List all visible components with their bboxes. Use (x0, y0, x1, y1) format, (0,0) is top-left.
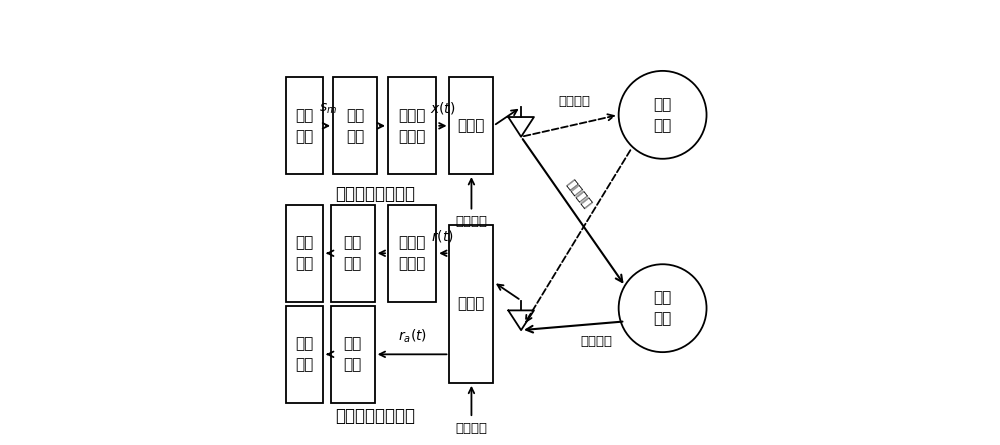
Text: 目标
信息: 目标 信息 (295, 336, 314, 372)
Bar (388, 205, 436, 302)
Text: $x(t)$: $x(t)$ (430, 100, 456, 116)
Circle shape (619, 71, 707, 159)
Bar (333, 77, 377, 174)
Text: 下行通信: 下行通信 (564, 177, 594, 210)
Text: 测距
测速: 测距 测速 (344, 336, 362, 372)
Bar (286, 306, 323, 403)
Text: $s_m$: $s_m$ (319, 102, 337, 116)
Bar (449, 77, 493, 174)
Text: 信息
解码: 信息 解码 (344, 235, 362, 271)
Text: 一体化系统发射机: 一体化系统发射机 (335, 185, 415, 203)
Text: 正弦载波: 正弦载波 (455, 215, 487, 228)
Text: 上载波: 上载波 (458, 118, 485, 134)
Text: $r_a(t)$: $r_a(t)$ (398, 327, 427, 345)
Text: 通信
基站: 通信 基站 (653, 97, 672, 133)
Bar (388, 77, 436, 174)
Bar (449, 225, 493, 383)
Bar (286, 205, 323, 302)
Text: 基带
调制: 基带 调制 (346, 108, 364, 144)
Text: 回波信号: 回波信号 (581, 335, 613, 348)
Bar (331, 205, 375, 302)
Text: 混沌成
型滤波: 混沌成 型滤波 (398, 108, 426, 144)
Text: 信息
序列: 信息 序列 (295, 108, 314, 144)
Bar (286, 77, 323, 174)
Text: $r(t)$: $r(t)$ (431, 227, 454, 243)
Text: 上行通信: 上行通信 (558, 95, 590, 108)
Text: 一体化系统接收机: 一体化系统接收机 (335, 407, 415, 425)
Bar (331, 306, 375, 403)
Circle shape (619, 264, 707, 352)
Text: 下载波: 下载波 (458, 296, 485, 311)
Text: 通信
信息: 通信 信息 (295, 235, 314, 271)
Text: 正弦载波: 正弦载波 (455, 421, 487, 435)
Text: 感知
目标: 感知 目标 (653, 290, 672, 326)
Text: 混沌匹
配滤波: 混沌匹 配滤波 (398, 235, 426, 271)
